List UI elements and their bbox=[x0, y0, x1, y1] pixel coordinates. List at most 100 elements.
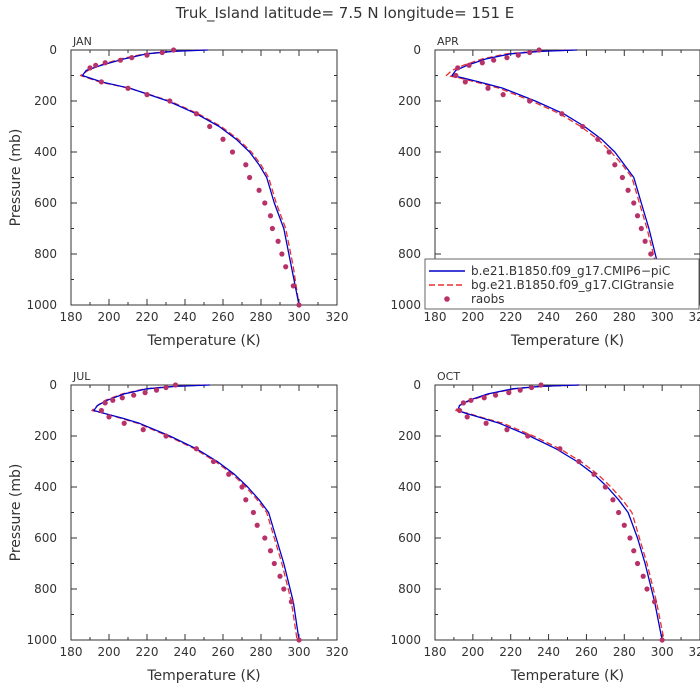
raobs-point bbox=[515, 52, 521, 58]
x-tick-label: 220 bbox=[499, 310, 522, 324]
y-tick-label: 800 bbox=[398, 247, 421, 261]
x-tick-label: 260 bbox=[575, 310, 598, 324]
raobs-point bbox=[595, 136, 601, 142]
x-tick-label: 180 bbox=[60, 310, 83, 324]
raobs-point bbox=[455, 65, 461, 71]
raobs-point bbox=[102, 400, 108, 406]
y-axis-label: Pressure (mb) bbox=[8, 464, 24, 562]
legend-box bbox=[424, 258, 700, 310]
raobs-point bbox=[290, 283, 296, 289]
raobs-point bbox=[485, 85, 491, 91]
raobs-point bbox=[250, 509, 256, 516]
raobs-point bbox=[243, 162, 249, 168]
x-axis-label: Temperature (K) bbox=[146, 668, 260, 684]
y-tick-label: 800 bbox=[34, 582, 57, 596]
raobs-point bbox=[528, 384, 535, 391]
raobs-point bbox=[226, 471, 232, 477]
raobs-point bbox=[142, 390, 148, 396]
y-tick-label: 200 bbox=[34, 94, 57, 108]
raobs-point bbox=[153, 387, 160, 393]
raobs-point bbox=[640, 573, 646, 579]
raobs-point bbox=[517, 387, 523, 393]
raobs-point bbox=[220, 136, 226, 142]
x-tick-label: 320 bbox=[326, 645, 349, 659]
raobs-point bbox=[106, 414, 112, 420]
raobs-point bbox=[525, 433, 531, 439]
raobs-point bbox=[172, 382, 179, 388]
y-tick-label: 400 bbox=[34, 145, 57, 159]
raobs-point bbox=[239, 484, 245, 490]
raobs-point bbox=[492, 392, 499, 398]
raobs-point bbox=[602, 484, 608, 490]
legend-label: bg.e21.B1850.f09_g17.CIGtransie bbox=[471, 278, 674, 292]
x-tick-label: 280 bbox=[613, 310, 636, 324]
raobs-point bbox=[504, 55, 510, 61]
raobs-point bbox=[271, 560, 277, 567]
raobs-point bbox=[651, 599, 658, 605]
y-tick-label: 600 bbox=[34, 531, 57, 545]
x-tick-label: 220 bbox=[136, 645, 159, 659]
raobs-point bbox=[625, 187, 631, 193]
raobs-point bbox=[163, 433, 169, 439]
y-tick-label: 600 bbox=[398, 196, 421, 210]
raobs-point bbox=[506, 390, 512, 396]
raobs-point bbox=[131, 392, 137, 398]
y-tick-label: 800 bbox=[34, 247, 57, 261]
legend-dot-symbol bbox=[444, 296, 450, 302]
x-tick-label: 220 bbox=[136, 310, 159, 324]
raobs-point bbox=[144, 52, 150, 58]
raobs-point bbox=[87, 65, 93, 71]
raobs-point bbox=[229, 149, 236, 155]
raobs-point bbox=[612, 162, 618, 168]
raobs-point bbox=[453, 72, 459, 79]
raobs-point bbox=[576, 458, 582, 465]
raobs-point bbox=[610, 497, 616, 503]
x-tick-label: 260 bbox=[212, 310, 235, 324]
raobs-point bbox=[117, 57, 123, 63]
raobs-point bbox=[267, 548, 274, 554]
raobs-point bbox=[296, 637, 302, 643]
panel-apr: 180 200 220 240 260 280 300 320 0 200 400 600 800 100… bbox=[390, 35, 700, 349]
raobs-point bbox=[207, 123, 213, 130]
raobs-point bbox=[481, 395, 487, 401]
raobs-point bbox=[269, 225, 275, 232]
x-tick-label: 280 bbox=[250, 310, 273, 324]
raobs-point bbox=[125, 85, 131, 91]
x-tick-label: 220 bbox=[499, 645, 522, 659]
y-tick-label: 600 bbox=[34, 196, 57, 210]
x-tick-label: 320 bbox=[326, 310, 349, 324]
panel-jan: 180 200 220 240 260 280 300 320 0 200 400 600 800 100… bbox=[8, 35, 348, 349]
raobs-point bbox=[627, 535, 633, 541]
y-tick-label: 800 bbox=[398, 582, 421, 596]
panel-jul: 180 200 220 240 260 280 300 320 0 200 400 600 800 100… bbox=[8, 370, 348, 684]
raobs-point bbox=[648, 251, 654, 257]
raobs-point bbox=[631, 548, 637, 554]
raobs-point bbox=[98, 407, 104, 414]
x-tick-label: 240 bbox=[537, 645, 560, 659]
legend-label: b.e21.B1850.f09_g17.CMIP6−piC bbox=[471, 264, 670, 278]
x-tick-label: 260 bbox=[575, 645, 598, 659]
panel-month-label: JUL bbox=[72, 370, 91, 383]
raobs-point bbox=[247, 174, 253, 181]
raobs-point bbox=[460, 400, 466, 406]
raobs-point bbox=[616, 509, 622, 516]
x-axis-label: Temperature (K) bbox=[510, 668, 624, 684]
raobs-point bbox=[644, 586, 650, 592]
raobs-point bbox=[163, 384, 169, 391]
raobs-point bbox=[634, 560, 641, 567]
x-tick-label: 320 bbox=[689, 310, 700, 324]
raobs-point bbox=[462, 79, 468, 85]
panel-oct: 180 200 220 240 260 280 300 320 0 200 400 600 800 100… bbox=[390, 370, 700, 684]
raobs-point bbox=[638, 225, 644, 232]
raobs-point bbox=[256, 187, 262, 193]
raobs-point bbox=[536, 47, 542, 53]
y-tick-label: 1000 bbox=[26, 298, 57, 312]
raobs-point bbox=[243, 497, 249, 503]
raobs-point bbox=[619, 174, 625, 181]
raobs-point bbox=[491, 57, 497, 63]
raobs-point bbox=[279, 251, 285, 257]
y-tick-label: 0 bbox=[49, 43, 57, 57]
raobs-point bbox=[559, 111, 565, 117]
raobs-point bbox=[288, 599, 294, 605]
x-tick-label: 180 bbox=[424, 645, 447, 659]
